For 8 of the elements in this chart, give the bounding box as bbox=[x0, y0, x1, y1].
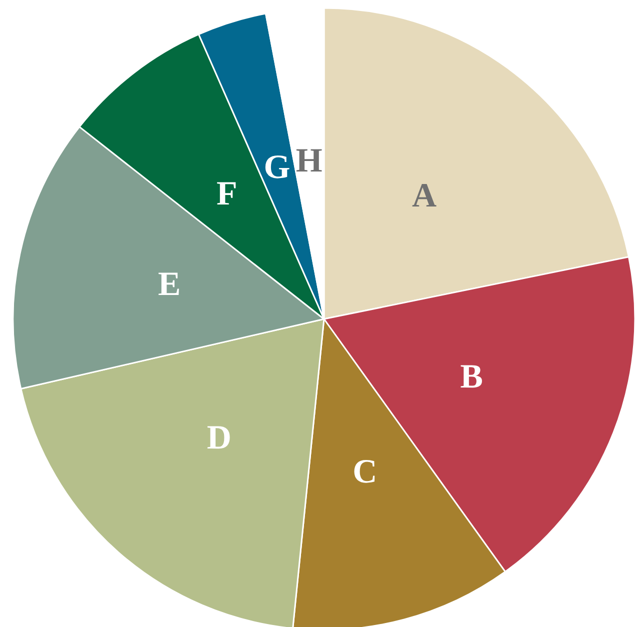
slice-label: E bbox=[158, 266, 181, 303]
slice-label: A bbox=[412, 178, 437, 215]
slice-label: F bbox=[216, 175, 238, 212]
slice-label: H bbox=[296, 142, 322, 180]
slice-label: D bbox=[206, 419, 232, 456]
slice-label: C bbox=[352, 454, 378, 491]
slice-label: B bbox=[460, 358, 483, 396]
slice-label: G bbox=[264, 149, 290, 186]
